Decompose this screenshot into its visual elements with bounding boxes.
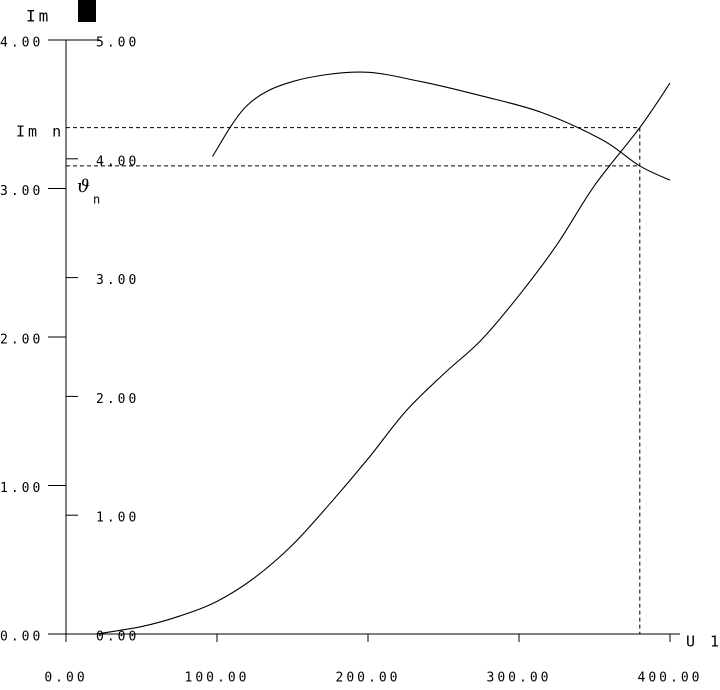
y-tick-label: 1.00 — [0, 481, 43, 496]
y2-tick-label: 2.00 — [96, 392, 139, 407]
line-series — [212, 71, 671, 181]
y2-tick-label: 1.00 — [96, 511, 139, 526]
y-axis-label: Im — [26, 7, 51, 26]
reference-label: ϑ — [77, 176, 93, 197]
y-tick-label: 3.00 — [0, 184, 43, 199]
x-tick-label: 0.00 — [44, 671, 87, 686]
x-tick-label: 100.00 — [185, 671, 250, 686]
line-series — [96, 82, 671, 635]
reference-label: n — [93, 193, 103, 207]
y2-tick-label: 0.00 — [96, 630, 139, 645]
x-tick-label: 200.00 — [336, 671, 401, 686]
y2-tick-label: 3.00 — [96, 273, 139, 288]
corner-block — [78, 0, 96, 22]
x-axis-label: U 1 n — [686, 633, 720, 651]
x-tick-label: 400.00 — [638, 671, 703, 686]
y-tick-label: 0.00 — [0, 630, 43, 645]
y-tick-label: 2.00 — [0, 333, 43, 348]
y2-tick-label: 5.00 — [96, 36, 139, 51]
y-tick-label: 4.00 — [0, 36, 43, 51]
x-tick-label: 300.00 — [487, 671, 552, 686]
reference-label: Im n — [16, 123, 64, 141]
y2-tick-label: 4.00 — [96, 154, 139, 169]
